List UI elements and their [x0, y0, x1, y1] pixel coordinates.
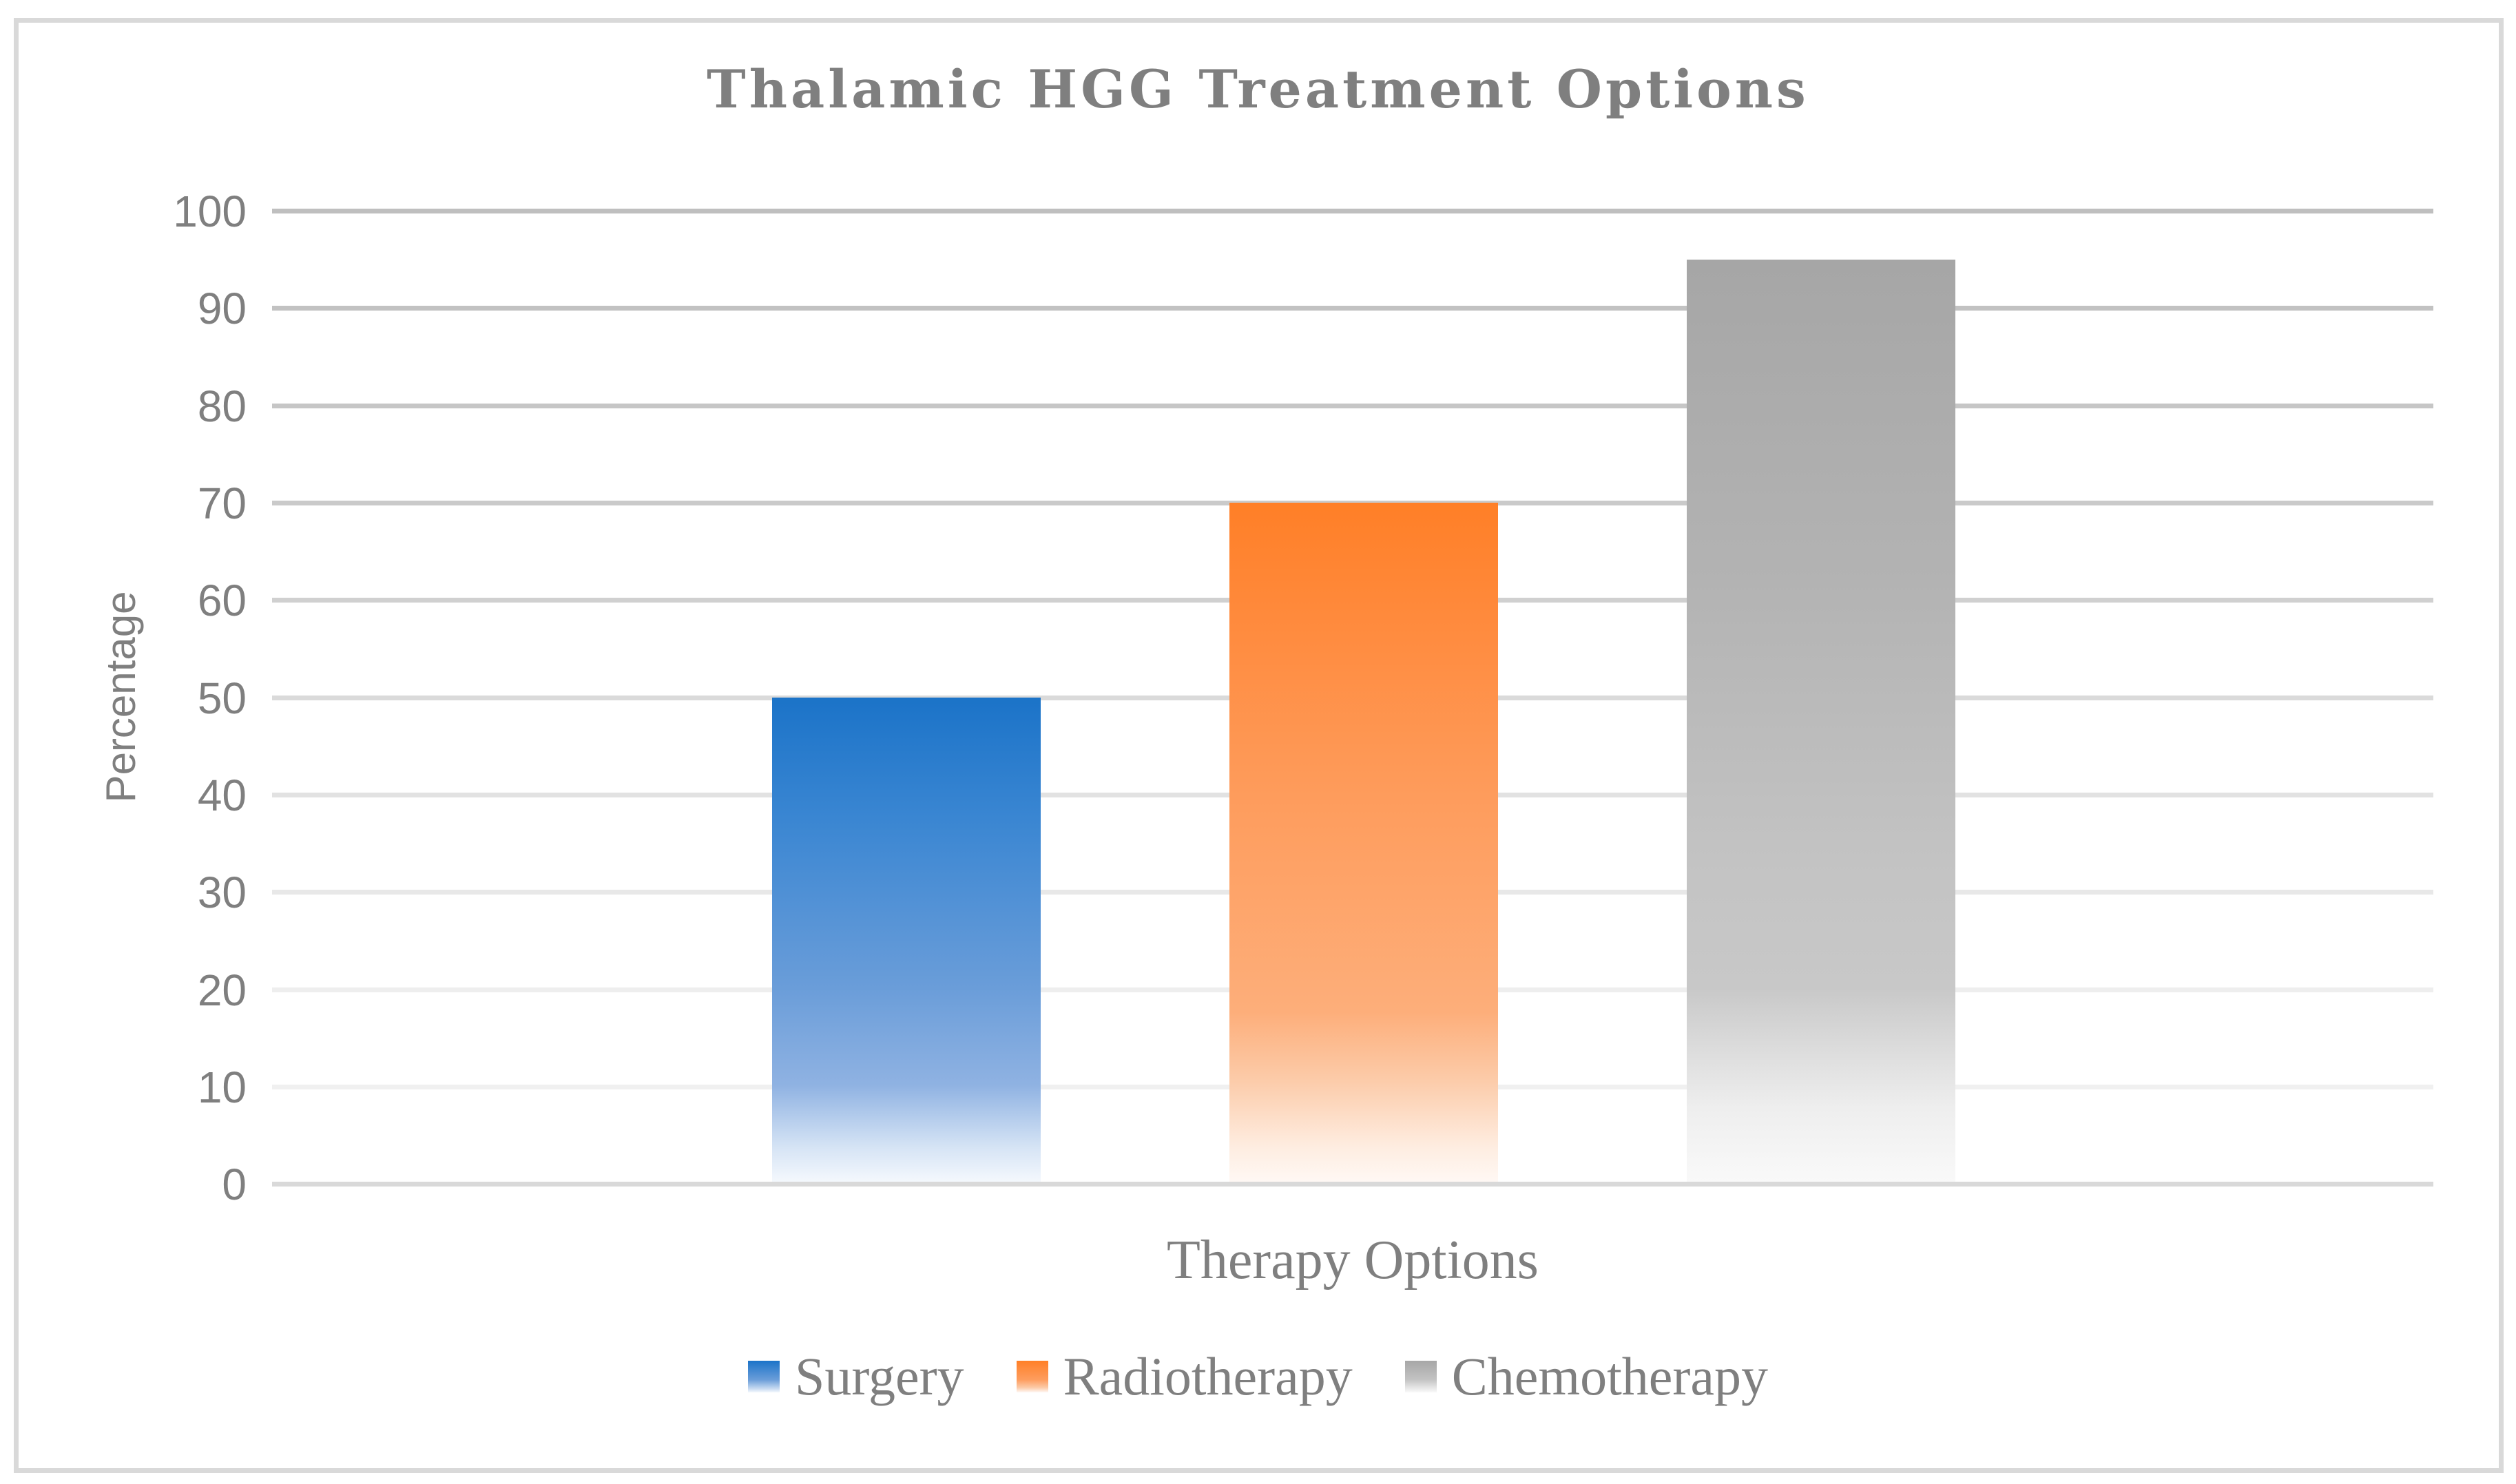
- y-tick-label: 20: [197, 965, 247, 1015]
- y-tick-label: 0: [222, 1160, 247, 1209]
- x-axis-title: Therapy Options: [1167, 1230, 1539, 1290]
- y-tick-label: 50: [197, 673, 247, 723]
- y-tick-label: 80: [197, 382, 247, 431]
- x-axis-line: [272, 1182, 2433, 1187]
- y-axis-title: Percentage: [98, 591, 144, 803]
- y-tick-label: 30: [197, 868, 247, 917]
- legend-swatch-icon: [1404, 1361, 1437, 1392]
- y-tick-label: 10: [197, 1063, 247, 1112]
- y-tick-label: 90: [197, 284, 247, 333]
- bar-radiotherapy[interactable]: [1229, 503, 1498, 1182]
- legend-item-radiotherapy[interactable]: Radiotherapy: [1016, 1346, 1353, 1406]
- legend-item-surgery[interactable]: Surgery: [748, 1350, 964, 1403]
- y-tick-label: 100: [173, 187, 247, 236]
- legend-label: Radiotherapy: [1063, 1346, 1353, 1406]
- bar-surgery[interactable]: [772, 698, 1041, 1182]
- y-tick-label: 40: [197, 771, 247, 820]
- legend-item-chemotherapy[interactable]: Chemotherapy: [1404, 1346, 1768, 1406]
- gridline-100: [272, 209, 2433, 213]
- bar-chemotherapy[interactable]: [1687, 260, 1955, 1182]
- y-tick-label: 60: [197, 576, 247, 625]
- chart-title: Thalamic HGG Treatment Options: [707, 59, 1809, 120]
- legend-label: Surgery: [795, 1346, 964, 1406]
- gridline-80: [272, 404, 2433, 408]
- y-tick-label: 70: [197, 479, 247, 528]
- legend: Surgery Radiotherapy Chemotherapy: [0, 1350, 2516, 1403]
- legend-label: Chemotherapy: [1451, 1346, 1768, 1406]
- legend-swatch-icon: [1016, 1361, 1048, 1392]
- legend-swatch-icon: [748, 1361, 780, 1392]
- gridline-90: [272, 306, 2433, 311]
